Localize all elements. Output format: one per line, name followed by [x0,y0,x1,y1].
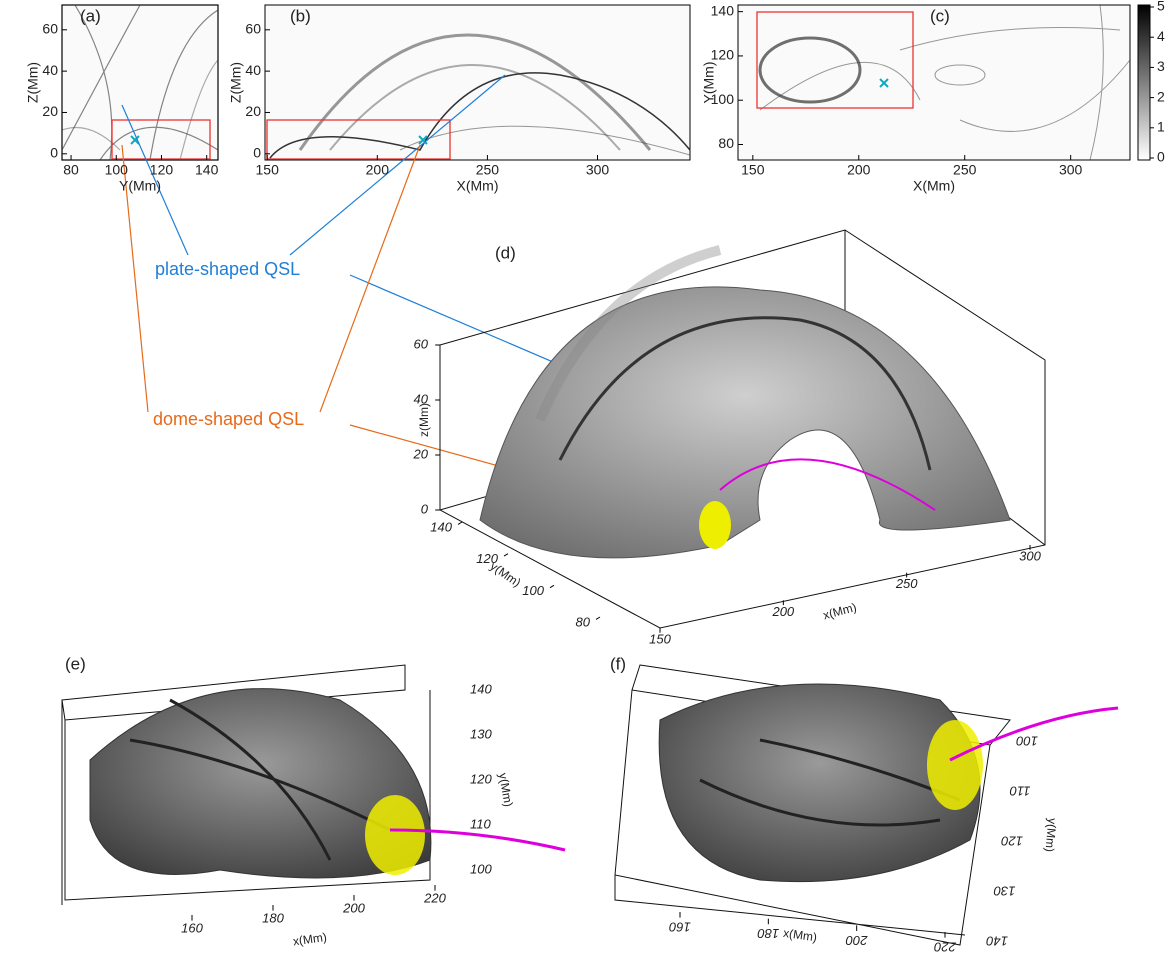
axis-label: x(Mm) [822,600,858,622]
panel-label: (e) [65,654,86,673]
x-axis-label: X(Mm) [913,178,955,194]
axis-tick-label: 220 [933,940,956,955]
axis-tick [549,584,555,589]
axis-tick-label: 140 [430,519,452,534]
axis-tick-label: 130 [470,726,492,741]
axis-tick-label: 180 [757,926,779,941]
x-tick-label: 140 [195,162,219,178]
colorbar-tick-label: 0 [1157,149,1165,165]
x-tick-label: 150 [256,162,280,178]
y-tick-label: 20 [245,103,261,119]
colorbar-tick-label: 5 [1157,0,1165,14]
y-tick-label: 100 [711,91,735,107]
y-tick-label: 40 [42,62,58,78]
y-tick-label: 40 [245,62,261,78]
axis-tick-label: 0 [421,501,429,516]
colorbar-tick-label: 2 [1157,88,1165,104]
x-tick-label: 300 [586,162,610,178]
annotation: dome-shaped QSL [153,409,304,429]
axis-tick-label: 100 [522,583,544,598]
x-tick-label: 250 [476,162,500,178]
x-tick-label: 80 [63,162,79,178]
axis-tick-label: 140 [470,681,492,696]
axis-tick-label: 120 [470,771,492,786]
3d-box-e [61,664,431,905]
axis-tick-label: 40 [414,391,429,406]
x-tick-label: 200 [847,162,871,178]
axis-tick-label: 130 [993,884,1015,899]
axis-tick [595,616,601,620]
axis-label: y(Mm) [1042,818,1059,853]
y-axis-label: Y(Mm) [701,62,717,104]
panel-label: (d) [495,243,516,262]
y-tick-label: 60 [245,21,261,37]
axis-tick-label: 110 [470,816,491,831]
axis-label: z(Mm) [417,403,431,437]
axis-tick-label: 160 [181,920,203,935]
panel-label: (a) [80,6,101,25]
null-point-markers [130,78,889,145]
axis-tick [457,521,463,525]
colorbar-tick-label: 4 [1157,28,1165,44]
colorbar-tick-label: 1 [1157,119,1165,135]
axis-label: y(Mm) [488,559,524,590]
y-tick-label: 20 [42,103,58,119]
axis-label: y(Mm) [496,772,516,808]
y-tick-label: 120 [711,47,735,63]
axis-tick-label: 220 [423,890,446,905]
axis-tick-label: 20 [413,446,429,461]
qsl-map-b [264,4,691,161]
x-tick-label: 120 [150,162,174,178]
qsl-surface-d [479,245,1011,559]
y-axis-label: Z(Mm) [25,62,41,103]
y-tick-label: 80 [718,135,734,151]
axis-tick-label: 100 [1016,734,1038,749]
x-tick-label: 300 [1059,162,1083,178]
axis-tick-label: 200 [771,604,794,619]
axis-tick-label: 200 [342,900,365,915]
y-tick-label: 140 [711,2,735,18]
qsl-map-a [61,4,219,161]
axis-tick [503,553,509,557]
axis-tick-label: 80 [576,614,591,629]
y-axis-label: Z(Mm) [228,62,244,103]
axis-tick-label: 120 [1001,834,1023,849]
axis-tick-label: 120 [476,551,498,566]
axis-tick-label: 140 [986,934,1008,949]
annotation: plate-shaped QSL [155,259,300,279]
axis-tick-label: 300 [1019,548,1041,563]
qsl-surface-e [89,688,566,879]
axis-tick-label: 60 [414,336,429,351]
axis-label: x(Mm) [782,926,818,945]
colorbar-tick-label: 3 [1157,58,1165,74]
x-axis-label: X(Mm) [457,178,499,194]
panel-label: (b) [290,6,311,25]
x-tick-label: 250 [953,162,977,178]
axis-tick-label: 250 [895,576,918,591]
axis-tick-label: 200 [845,933,868,948]
qsl-surface-f [658,683,1119,883]
axis-tick-label: 100 [470,861,492,876]
axis-tick-label: 180 [262,910,284,925]
axis-label: x(Mm) [292,930,328,949]
axis-tick-label: 160 [668,920,690,935]
panel-label: (f) [610,654,626,673]
axis-tick-label: 110 [1009,784,1030,799]
y-tick-label: 0 [253,145,261,161]
axis-tick-label: 150 [649,631,671,646]
x-tick-label: 200 [366,162,390,178]
x-axis-label: Y(Mm) [119,178,161,194]
panel-label: (c) [930,6,950,25]
y-tick-label: 60 [42,21,58,37]
x-tick-label: 100 [105,162,129,178]
y-tick-label: 0 [50,145,58,161]
x-tick-label: 150 [741,162,765,178]
qsl-map-c [737,4,1151,161]
